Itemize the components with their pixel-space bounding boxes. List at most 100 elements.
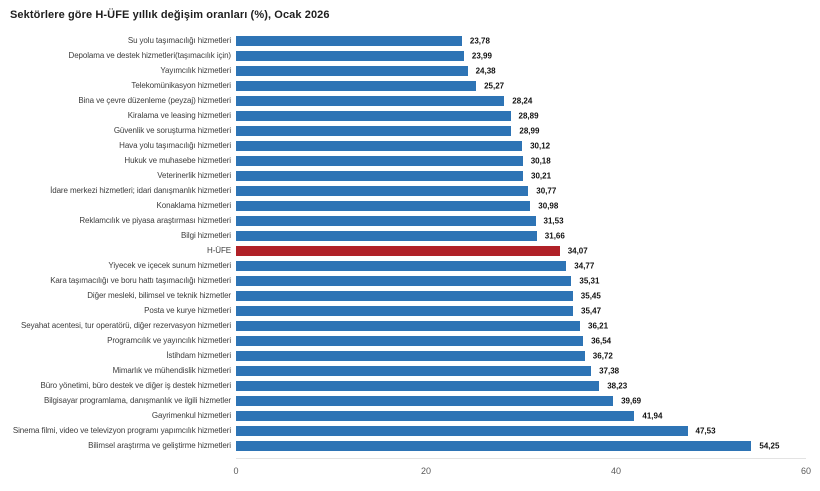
- bar-track: 34,07: [236, 245, 806, 256]
- bar[interactable]: [236, 290, 573, 301]
- bar-track: 36,21: [236, 320, 806, 331]
- bar-row: H-ÜFE 34,07: [10, 243, 812, 258]
- value-label: 30,18: [530, 156, 551, 165]
- bar[interactable]: [236, 185, 529, 196]
- bar[interactable]: [236, 380, 600, 391]
- bar-row: Veterinerlik hizmetleri 30,21: [10, 168, 812, 183]
- category-label-cell: Gayrimenkul hizmetleri: [10, 411, 231, 420]
- bar[interactable]: [236, 50, 464, 61]
- bar[interactable]: [236, 410, 635, 421]
- category-label-cell: Diğer mesleki, bilimsel ve teknik hizmet…: [10, 291, 231, 300]
- bar-row: Bilgisayar programlama, danışmanlık ve i…: [10, 393, 812, 408]
- bar-row: Mimarlık ve mühendislik hizmetleri 37,38: [10, 363, 812, 378]
- bar-track: 35,31: [236, 275, 806, 286]
- category-label: Kara taşımacılığı ve boru hattı taşımacı…: [50, 276, 231, 285]
- category-label: Kiralama ve leasing hizmetleri: [127, 111, 231, 120]
- bar[interactable]: [236, 350, 585, 361]
- bar-row: Kara taşımacılığı ve boru hattı taşımacı…: [10, 273, 812, 288]
- category-label-cell: Bilimsel araştırma ve geliştirme hizmetl…: [10, 441, 231, 450]
- chart-rows: Su yolu taşımacılığı hizmetleri 23,78 Depo…: [10, 33, 812, 453]
- bar[interactable]: [236, 35, 462, 46]
- bar-row: Bilgi hizmetleri 31,66: [10, 228, 812, 243]
- bar-row: Seyahat acentesi, tur operatörü, diğer r…: [10, 318, 812, 333]
- category-label-cell: Hukuk ve muhasebe hizmetleri: [10, 156, 231, 165]
- category-label-cell: H-ÜFE: [10, 246, 231, 255]
- category-label-cell: İdare merkezi hizmetleri; idari danışman…: [10, 186, 231, 195]
- value-label: 35,47: [581, 306, 602, 315]
- bar-track: 24,38: [236, 65, 806, 76]
- value-label: 23,78: [469, 36, 490, 45]
- bar-row: İstihdam hizmetleri 36,72: [10, 348, 812, 363]
- bar[interactable]: [236, 110, 511, 121]
- category-label-cell: Kara taşımacılığı ve boru hattı taşımacı…: [10, 276, 231, 285]
- bar[interactable]: [236, 395, 614, 406]
- value-label: 36,72: [592, 351, 613, 360]
- bar-track: 23,78: [236, 35, 806, 46]
- category-label: Veterinerlik hizmetleri: [157, 171, 231, 180]
- bar-row: Hukuk ve muhasebe hizmetleri 30,18: [10, 153, 812, 168]
- bar[interactable]: [236, 80, 477, 91]
- category-label-cell: Konaklama hizmetleri: [10, 201, 232, 210]
- category-label: Bilgisayar programlama, danışmanlık ve i…: [43, 396, 231, 405]
- h-ufe-bar-chart: Su yolu taşımacılığı hizmetleri 23,78 Depo…: [10, 33, 812, 478]
- bar-row: Konaklama hizmetleri 30,98: [10, 198, 812, 213]
- value-label: 30,21: [531, 171, 552, 180]
- bar-track: 28,99: [236, 125, 806, 136]
- bar-row: Telekomünikasyon hizmetleri 25,27: [10, 78, 812, 93]
- bar[interactable]: [236, 305, 573, 316]
- bar[interactable]: [236, 365, 592, 376]
- bar-track: 30,98: [236, 200, 806, 211]
- x-axis-tick-label: 20: [420, 466, 432, 476]
- category-label: Sinema filmi, video ve televizyon progra…: [12, 426, 231, 435]
- value-label: 28,99: [519, 126, 540, 135]
- category-label-cell: Su yolu taşımacılığı hizmetleri: [10, 36, 231, 45]
- category-label: Depolama ve destek hizmetleri(taşımacılı…: [68, 51, 232, 60]
- bar[interactable]: [236, 65, 468, 76]
- bar-track: 31,53: [236, 215, 806, 226]
- category-label-cell: Mimarlık ve mühendislik hizmetleri: [10, 366, 232, 375]
- category-label: Telekomünikasyon hizmetleri: [131, 81, 231, 90]
- bar-h-ufe-highlight[interactable]: [236, 245, 560, 256]
- bar-row: Büro yönetimi, büro destek ve diğer iş d…: [10, 378, 812, 393]
- bar[interactable]: [236, 170, 523, 181]
- bar-row: Sinema filmi, video ve televizyon progra…: [10, 423, 812, 438]
- bar-row: Güvenlik ve soruşturma hizmetleri 28,99: [10, 123, 812, 138]
- value-label: 34,07: [567, 246, 588, 255]
- bar-track: 35,45: [236, 290, 806, 301]
- value-label: 35,31: [579, 276, 600, 285]
- bar[interactable]: [236, 215, 536, 226]
- bar-track: 31,66: [236, 230, 806, 241]
- category-label-cell: Programcılık ve yayıncılık hizmetleri: [10, 336, 231, 345]
- category-label-cell: Hava yolu taşımacılığı hizmetleri: [10, 141, 231, 150]
- category-label-cell: Kiralama ve leasing hizmetleri: [10, 111, 231, 120]
- bar-track: 30,18: [236, 155, 806, 166]
- bar-track: 28,24: [236, 95, 806, 106]
- bar-row: Diğer mesleki, bilimsel ve teknik hizmet…: [10, 288, 812, 303]
- bar-row: Depolama ve destek hizmetleri(taşımacılı…: [10, 48, 812, 63]
- bar[interactable]: [236, 95, 505, 106]
- bar[interactable]: [236, 200, 531, 211]
- bar-track: 35,47: [236, 305, 806, 316]
- bar[interactable]: [236, 440, 752, 451]
- bar-row: Kiralama ve leasing hizmetleri 28,89: [10, 108, 812, 123]
- bar[interactable]: [236, 335, 584, 346]
- bar[interactable]: [236, 275, 572, 286]
- bar[interactable]: [236, 425, 688, 436]
- bar-row: Yiyecek ve içecek sunum hizmetleri 34,77: [10, 258, 812, 273]
- bar-row: Bina ve çevre düzenleme (peyzaj) hizmetl…: [10, 93, 812, 108]
- category-label: Güvenlik ve soruşturma hizmetleri: [113, 126, 231, 135]
- bar[interactable]: [236, 155, 523, 166]
- bar[interactable]: [236, 260, 567, 271]
- category-label: Hava yolu taşımacılığı hizmetleri: [119, 141, 231, 150]
- category-label-cell: Reklamcılık ve piyasa araştırması hizmet…: [10, 216, 231, 225]
- bar[interactable]: [236, 320, 580, 331]
- bar[interactable]: [236, 230, 537, 241]
- category-label-cell: Güvenlik ve soruşturma hizmetleri: [10, 126, 231, 135]
- bar[interactable]: [236, 140, 523, 151]
- value-label: 36,54: [591, 336, 612, 345]
- value-label: 47,53: [695, 426, 716, 435]
- bar[interactable]: [236, 125, 512, 136]
- category-label-cell: Bilgi hizmetleri: [10, 231, 231, 240]
- bar-row: İdare merkezi hizmetleri; idari danışman…: [10, 183, 812, 198]
